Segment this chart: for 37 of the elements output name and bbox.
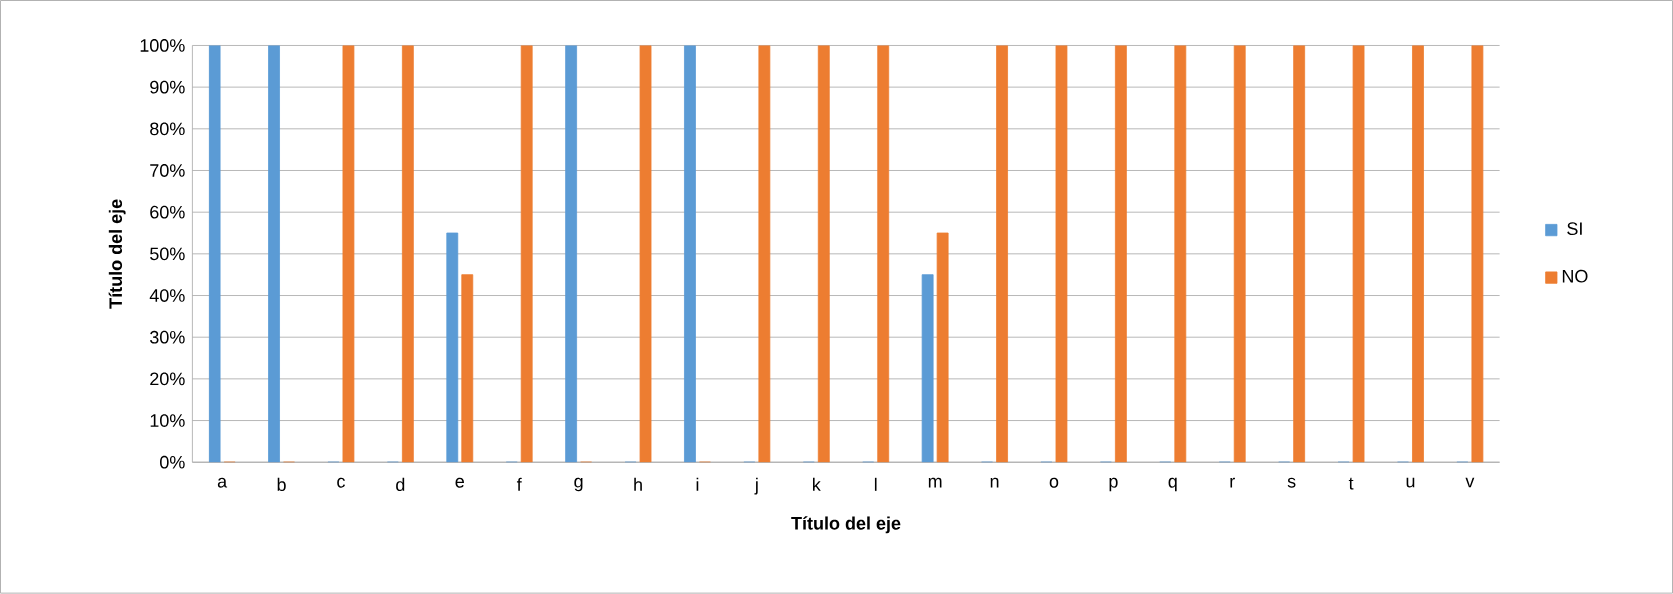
- x-tick-label: h: [634, 477, 642, 492]
- legend-label: SI: [1567, 222, 1582, 236]
- y-tick-label: 0%: [160, 456, 185, 469]
- y-tick-label: 50%: [150, 247, 185, 261]
- x-tick-label: g: [574, 477, 583, 492]
- x-axis-title: Título del eje: [791, 516, 901, 534]
- x-tick-label: m: [928, 477, 942, 488]
- x-tick-label: f: [516, 477, 522, 491]
- y-tick-label: 70%: [150, 164, 185, 178]
- x-tick-label: q: [1168, 477, 1177, 492]
- x-tick-label: t: [1348, 477, 1354, 490]
- y-tick-label: 90%: [150, 80, 185, 94]
- y-tick-label: 20%: [150, 372, 185, 386]
- x-tick-label: e: [455, 477, 464, 488]
- x-tick-label: o: [1049, 477, 1059, 488]
- x-tick-label: d: [396, 477, 405, 492]
- x-tick-label: a: [217, 477, 228, 488]
- x-tick-label: v: [1465, 477, 1475, 488]
- y-tick-label: 30%: [150, 330, 185, 344]
- y-tick-label: 60%: [150, 205, 185, 219]
- x-tick-label: j: [754, 477, 758, 495]
- x-tick-label: n: [990, 477, 999, 488]
- x-tick-label: i: [696, 477, 699, 492]
- y-tick-label: 80%: [150, 122, 185, 136]
- x-tick-label: r: [1230, 477, 1235, 488]
- x-tick-label: b: [277, 477, 286, 492]
- y-axis-title: Título del eje: [108, 199, 126, 309]
- x-tick-label: c: [337, 477, 345, 488]
- y-tick-label: 100%: [140, 39, 185, 53]
- x-tick-label: p: [1109, 477, 1118, 492]
- x-tick-label: u: [1406, 477, 1415, 488]
- x-tick-label: s: [1287, 477, 1296, 488]
- y-tick-label: 10%: [150, 414, 185, 428]
- y-tick-label: 40%: [149, 289, 185, 303]
- x-tick-label: k: [813, 477, 821, 492]
- legend-label: NO: [1562, 270, 1588, 283]
- x-tick-label: l: [874, 477, 877, 492]
